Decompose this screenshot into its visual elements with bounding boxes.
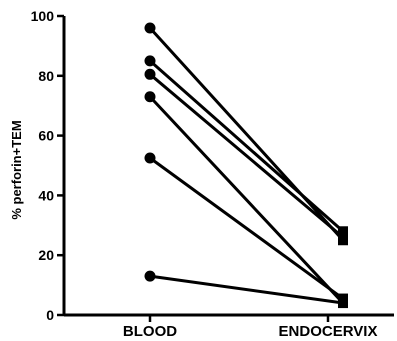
series-line-4 [148,95,345,305]
y-axis-label: % perforin+TEM [9,120,24,219]
series-line-6 [149,274,344,305]
point-blood-5 [144,152,156,164]
y-tick-label-80: 80 [38,68,54,84]
y-tick-label-40: 40 [38,187,54,203]
series-layer [144,22,348,309]
point-blood-2 [144,55,156,67]
point-blood-1 [144,22,156,34]
y-tick-label-20: 20 [38,247,54,263]
y-tick-label-100: 100 [31,8,55,24]
point-endocervix-3 [338,232,348,243]
series-line-2 [149,59,344,233]
x-axis: BLOOD ENDOCERVIX [64,313,394,340]
point-endocervix-6 [338,298,348,309]
y-tick-label-0: 0 [46,307,54,323]
point-blood-4 [144,91,156,103]
point-endocervix-2 [338,226,348,237]
x-tick-label-endocervix: ENDOCERVIX [279,323,378,340]
point-blood-3 [144,68,156,80]
y-axis: 0 20 40 60 80 100 [31,8,66,323]
series-line-1 [148,26,345,242]
x-tick-label-blood: BLOOD [123,323,177,340]
series-line-3 [149,73,344,239]
series-line-5 [149,156,344,300]
y-tick-label-60: 60 [38,128,54,144]
point-blood-6 [144,270,156,282]
